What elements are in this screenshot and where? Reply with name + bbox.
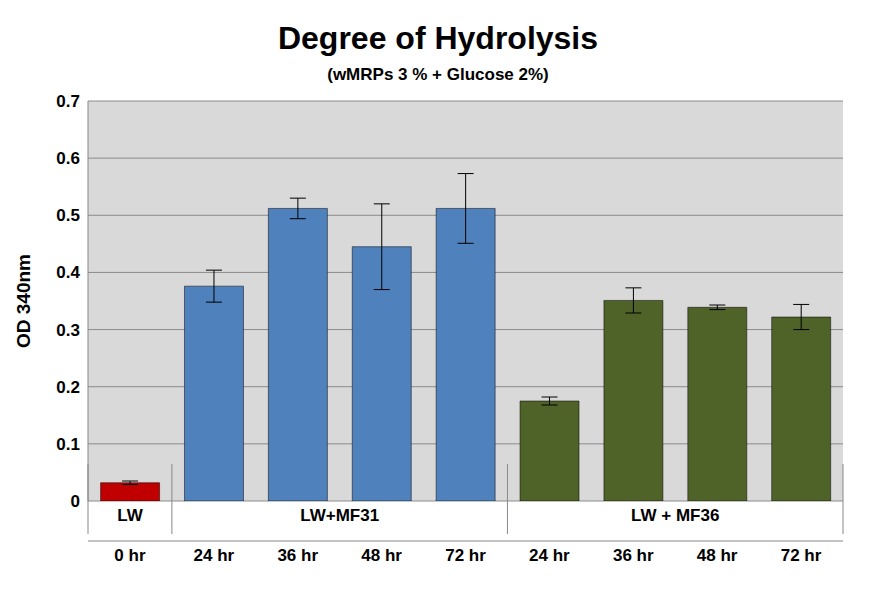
svg-text:0.1: 0.1: [56, 435, 80, 454]
svg-text:36 hr: 36 hr: [613, 546, 654, 565]
svg-text:72 hr: 72 hr: [781, 546, 822, 565]
html-text:(wMRPs 3 % + Glucose 2%): (wMRPs 3 % + Glucose 2%): [327, 65, 549, 84]
svg-text:0: 0: [71, 492, 80, 511]
svg-text:0.3: 0.3: [56, 321, 80, 340]
svg-text:0.4: 0.4: [56, 263, 80, 282]
svg-text:OD 340nm: OD 340nm: [13, 254, 34, 348]
svg-text:LW: LW: [117, 506, 143, 525]
svg-text:0.6: 0.6: [56, 149, 80, 168]
svg-text:24 hr: 24 hr: [529, 546, 570, 565]
svg-text:LW+MF31: LW+MF31: [300, 506, 379, 525]
html-text:Degree of Hydrolysis: Degree of Hydrolysis: [277, 20, 598, 56]
svg-text:24 hr: 24 hr: [194, 546, 235, 565]
svg-text:72 hr: 72 hr: [445, 546, 486, 565]
svg-text:36 hr: 36 hr: [277, 546, 318, 565]
svg-text:48 hr: 48 hr: [361, 546, 402, 565]
svg-text:48 hr: 48 hr: [697, 546, 738, 565]
svg-text:0.7: 0.7: [56, 92, 80, 111]
svg-text:0.5: 0.5: [56, 206, 80, 225]
svg-text:0 hr: 0 hr: [114, 546, 146, 565]
svg-text:LW + MF36: LW + MF36: [631, 506, 719, 525]
svg-text:0.2: 0.2: [56, 378, 80, 397]
